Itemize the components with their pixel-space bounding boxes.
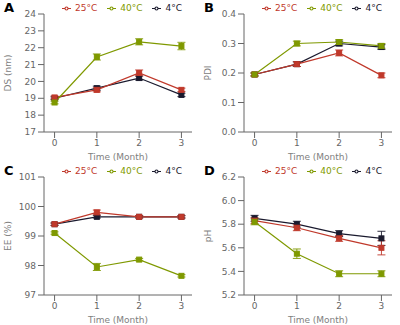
html-text:25°C: 25°C <box>75 165 98 176</box>
svg-text:22: 22 <box>25 43 36 53</box>
svg-text:0.2: 0.2 <box>222 68 236 78</box>
html-text:40°C: 40°C <box>320 3 343 13</box>
svg-text:5.2: 5.2 <box>222 290 236 300</box>
html-text:B: B <box>204 0 214 15</box>
svg-text:0.1: 0.1 <box>222 98 236 108</box>
html-text:40°C: 40°C <box>120 165 143 176</box>
svg-text:3: 3 <box>379 301 385 311</box>
svg-text:DS (nm): DS (nm) <box>8 55 13 92</box>
svg-text:1: 1 <box>94 138 100 148</box>
svg-text:0: 0 <box>252 138 258 148</box>
svg-text:PDI: PDI <box>203 65 213 80</box>
html-text:4°C: 4°C <box>365 3 382 13</box>
svg-text:0: 0 <box>52 138 58 148</box>
svg-text:99: 99 <box>25 231 37 241</box>
svg-text:1: 1 <box>294 301 300 311</box>
svg-text:0.3: 0.3 <box>222 39 236 49</box>
html-text:A: A <box>4 0 15 15</box>
svg-text:0.0: 0.0 <box>222 127 237 137</box>
svg-text:21: 21 <box>25 60 36 70</box>
html-text:25°C: 25°C <box>75 3 98 13</box>
svg-text:17: 17 <box>25 127 36 137</box>
html-text:25°C: 25°C <box>275 3 298 13</box>
svg-text:0: 0 <box>252 301 258 311</box>
svg-text:Time (Month): Time (Month) <box>87 152 148 162</box>
svg-text:5.4: 5.4 <box>222 266 237 276</box>
svg-text:Time (Month): Time (Month) <box>287 152 348 162</box>
svg-text:EE (%): EE (%) <box>8 221 13 251</box>
svg-text:Time (Month): Time (Month) <box>287 315 348 325</box>
svg-text:pH: pH <box>203 229 213 241</box>
svg-text:23: 23 <box>25 26 36 36</box>
svg-text:3: 3 <box>179 138 185 148</box>
svg-text:2: 2 <box>136 301 142 311</box>
svg-text:24: 24 <box>25 9 37 19</box>
html-text:40°C: 40°C <box>120 3 143 13</box>
svg-text:2: 2 <box>336 301 342 311</box>
svg-text:6.0: 6.0 <box>222 195 237 205</box>
svg-text:0.4: 0.4 <box>222 9 237 19</box>
svg-text:19: 19 <box>25 93 37 103</box>
svg-text:18: 18 <box>25 110 37 120</box>
svg-text:98: 98 <box>25 260 37 270</box>
svg-text:100: 100 <box>19 201 36 211</box>
svg-text:2: 2 <box>136 138 142 148</box>
svg-text:3: 3 <box>379 138 385 148</box>
svg-text:5.8: 5.8 <box>222 219 237 229</box>
html-text:4°C: 4°C <box>165 3 182 13</box>
svg-text:3: 3 <box>179 301 185 311</box>
svg-text:1: 1 <box>94 301 100 311</box>
html-text:4°C: 4°C <box>165 165 182 176</box>
svg-text:Time (Month): Time (Month) <box>87 315 148 325</box>
html-text:25°C: 25°C <box>275 165 298 176</box>
svg-text:5.6: 5.6 <box>222 242 237 252</box>
html-text:C: C <box>4 162 14 178</box>
svg-text:101: 101 <box>19 172 36 182</box>
svg-text:97: 97 <box>25 290 36 300</box>
svg-text:2: 2 <box>336 138 342 148</box>
svg-text:20: 20 <box>25 77 37 87</box>
svg-text:1: 1 <box>294 138 300 148</box>
svg-text:0: 0 <box>52 301 58 311</box>
html-text:40°C: 40°C <box>320 165 343 176</box>
html-text:D: D <box>204 162 215 178</box>
html-text:4°C: 4°C <box>365 165 382 176</box>
svg-text:6.2: 6.2 <box>222 172 236 182</box>
